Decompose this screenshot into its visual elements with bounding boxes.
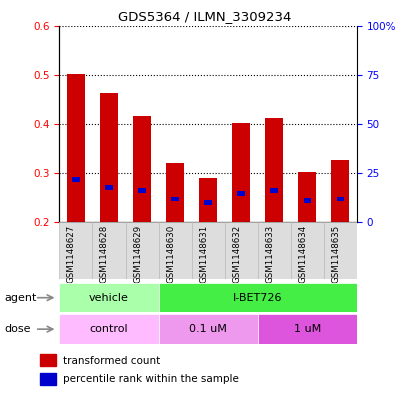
Text: GSM1148632: GSM1148632 [231, 225, 240, 283]
Bar [133, 116, 151, 222]
Bar [257, 222, 290, 279]
Bar [323, 222, 356, 279]
Bar [100, 93, 118, 222]
Text: GDS5364 / ILMN_3309234: GDS5364 / ILMN_3309234 [118, 10, 291, 23]
Bar [158, 283, 356, 312]
Text: percentile rank within the sample: percentile rank within the sample [63, 374, 239, 384]
Bar [158, 314, 257, 344]
Bar [158, 222, 191, 279]
Bar [138, 187, 145, 193]
Bar [237, 191, 244, 196]
Bar [40, 373, 56, 385]
Text: GSM1148633: GSM1148633 [265, 225, 274, 283]
Text: GSM1148634: GSM1148634 [297, 225, 306, 283]
Bar [59, 222, 92, 279]
Bar [303, 198, 310, 204]
Bar [171, 196, 178, 201]
Text: GSM1148635: GSM1148635 [330, 225, 339, 283]
Bar [224, 222, 257, 279]
Bar [125, 222, 158, 279]
Text: GSM1148630: GSM1148630 [166, 225, 175, 283]
Text: I-BET726: I-BET726 [232, 293, 282, 303]
Bar [191, 222, 224, 279]
Text: 0.1 uM: 0.1 uM [189, 324, 227, 334]
Bar [264, 118, 283, 222]
Text: GSM1148631: GSM1148631 [199, 225, 207, 283]
Text: agent: agent [4, 293, 36, 303]
Bar [67, 73, 85, 222]
Bar [92, 222, 125, 279]
Text: control: control [90, 324, 128, 334]
Bar [330, 160, 348, 222]
Bar [105, 185, 112, 189]
Bar [290, 222, 323, 279]
Bar [336, 196, 343, 201]
Bar [59, 283, 158, 312]
Text: vehicle: vehicle [89, 293, 128, 303]
Text: dose: dose [4, 324, 31, 334]
Bar [204, 200, 211, 205]
Text: transformed count: transformed count [63, 356, 160, 366]
Text: 1 uM: 1 uM [293, 324, 320, 334]
Bar [257, 314, 356, 344]
Bar [59, 314, 158, 344]
Bar [40, 354, 56, 366]
Bar [198, 178, 217, 222]
Bar [72, 177, 79, 182]
Text: GSM1148629: GSM1148629 [133, 225, 142, 283]
Bar [166, 163, 184, 222]
Text: GSM1148627: GSM1148627 [67, 225, 76, 283]
Bar [270, 187, 277, 193]
Bar [297, 172, 315, 222]
Bar [231, 123, 249, 222]
Text: GSM1148628: GSM1148628 [100, 225, 109, 283]
